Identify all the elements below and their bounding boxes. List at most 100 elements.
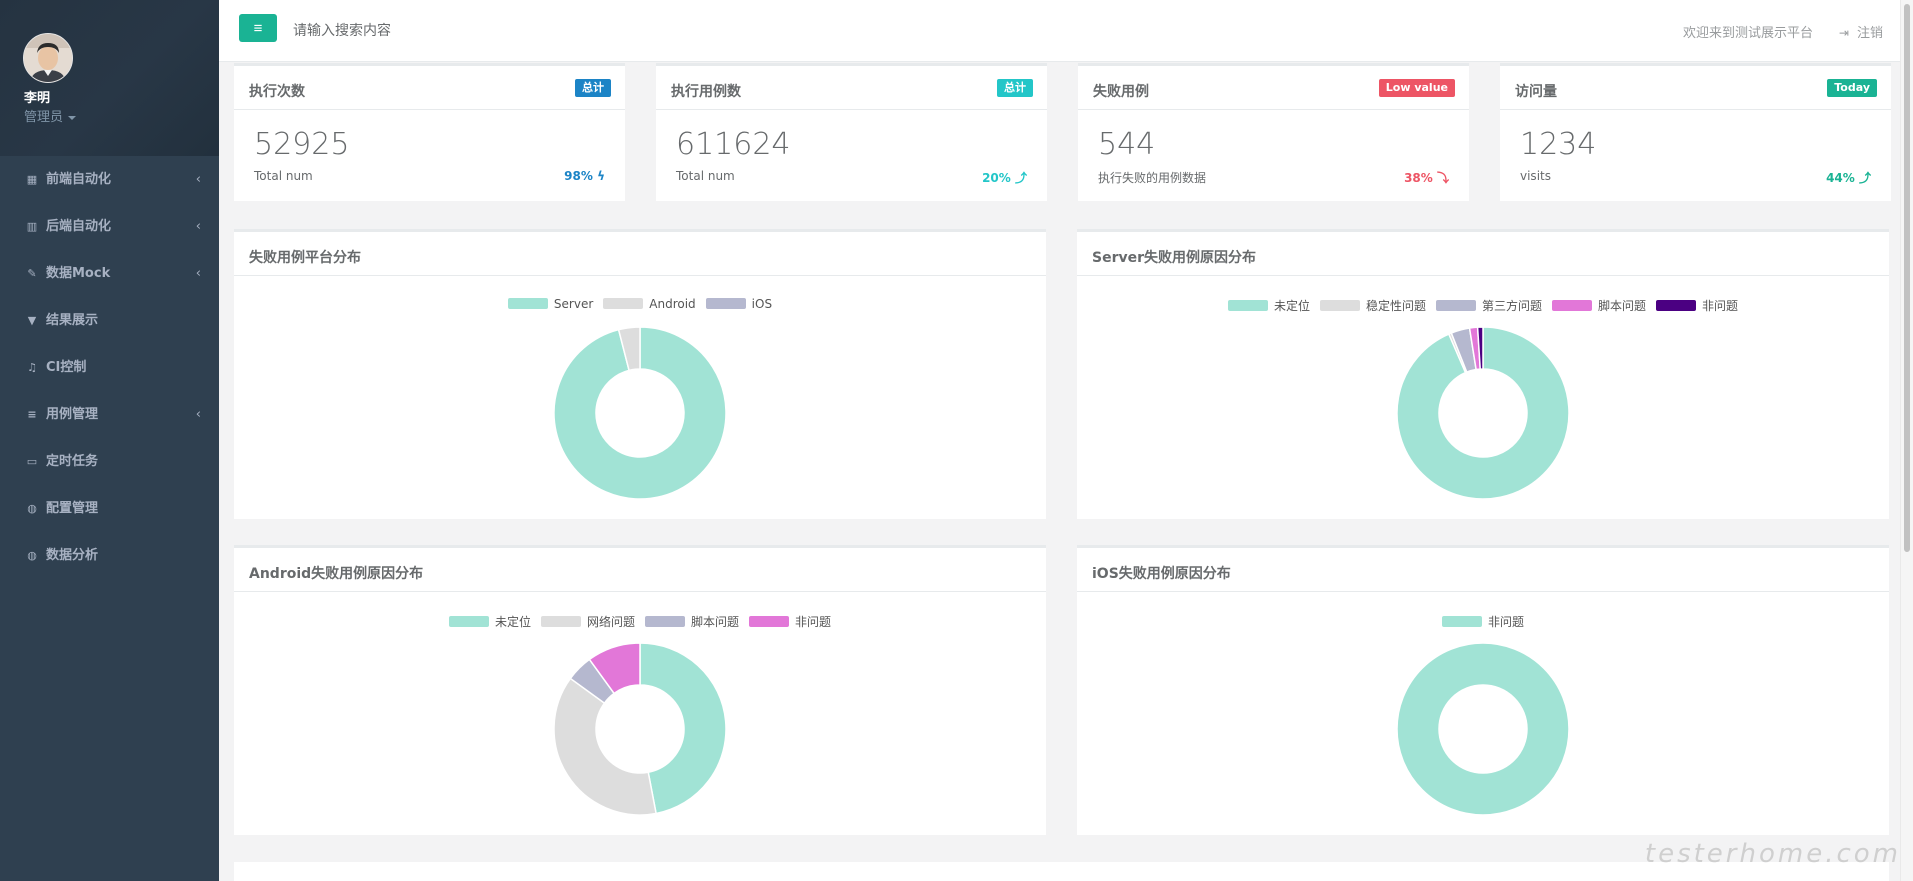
stat-caption: 执行失败的用例数据 [1098, 171, 1207, 185]
legend-item[interactable]: Android [603, 297, 696, 311]
globe-icon: ◍ [27, 502, 37, 515]
chevron-left-icon: ‹ [195, 172, 201, 187]
legend-swatch [1656, 300, 1697, 311]
legend-swatch [1441, 616, 1482, 627]
trend-icon: ⤴ [1014, 171, 1027, 185]
legend-item[interactable]: 稳定性问题 [1319, 297, 1426, 314]
grid-icon: ▦ [26, 173, 38, 186]
chart-header: Server失败用例原因分布 [1077, 229, 1889, 276]
sidebar: 李明 管理员 ▦ 前端自动化 ‹ ▥ 后端自动化 ‹ ✎ 数据Mock ‹ ▼ 结果展示 ♫ CI控制 ≡… [0, 0, 219, 881]
stat-title: 执行次数 [249, 84, 305, 100]
legend-swatch [507, 298, 548, 309]
chart-panel: iOS失败用例原因分布非问题 [1077, 545, 1889, 835]
legend-label: 非问题 [1487, 615, 1524, 629]
sidebar-item-label: CI控制 [46, 360, 87, 375]
sidebar-item-6[interactable]: ▭ 定时任务 [0, 438, 219, 485]
sidebar-item-label: 配置管理 [46, 501, 99, 516]
stat-box-header: 失败用例 Low value [1078, 63, 1469, 110]
chart-panel: Server失败用例原因分布未定位 稳定性问题 第三方问题 脚本问题 非问题 [1077, 229, 1889, 519]
filter-icon: ▼ [27, 314, 37, 327]
database-icon: ≡ [27, 408, 37, 421]
pie-slice[interactable] [1476, 326, 1484, 370]
chart-header: iOS失败用例原因分布 [1077, 545, 1889, 592]
donut-chart [1396, 642, 1570, 816]
legend-item[interactable]: Server [507, 297, 593, 311]
menu-toggle-button[interactable]: ≡ [239, 14, 277, 42]
welcome-message: 欢迎来到测试展示平台 [1682, 26, 1813, 41]
legend-swatch [1435, 300, 1476, 311]
legend-swatch [603, 298, 644, 309]
scrollbar-thumb[interactable] [1904, 4, 1910, 552]
profile-panel: 李明 管理员 [0, 0, 219, 156]
avatar[interactable] [23, 33, 73, 83]
user-role-dropdown[interactable]: 管理员 [24, 106, 77, 125]
sidebar-item-label: 数据Mock [46, 266, 111, 281]
pie-slice[interactable] [588, 642, 641, 695]
stat-badge: 总计 [997, 79, 1033, 97]
pie-slice[interactable] [553, 326, 727, 500]
logout-label: 注销 [1856, 26, 1883, 41]
pie-slice[interactable] [639, 642, 727, 815]
stat-box: 访问量 Today 1234 visits 44% ⤴ [1500, 63, 1891, 201]
edit-icon: ✎ [27, 267, 37, 280]
chart-legend: Server Android iOS [234, 297, 1046, 311]
caret-down-icon [68, 115, 77, 120]
legend-label: 网络问题 [586, 615, 635, 629]
legend-swatch [540, 616, 581, 627]
chart-header: Android失败用例原因分布 [234, 545, 1046, 592]
legend-label: 非问题 [795, 615, 832, 629]
chevron-left-icon: ‹ [195, 407, 201, 422]
pie-slice[interactable] [553, 677, 657, 816]
bar-chart-icon: ▥ [26, 220, 38, 233]
legend-item[interactable]: 第三方问题 [1435, 297, 1542, 314]
sidebar-item-label: 前端自动化 [46, 172, 112, 187]
pie-slice[interactable] [617, 326, 641, 372]
search-input[interactable] [291, 18, 595, 44]
sidebar-item-1[interactable]: ▥ 后端自动化 ‹ [0, 203, 219, 250]
donut-chart [553, 642, 727, 816]
stat-change: 98% ϟ [564, 169, 605, 183]
legend-label: Android [649, 297, 696, 311]
chevron-left-icon: ‹ [195, 219, 201, 234]
sidebar-item-5[interactable]: ≡ 用例管理 ‹ [0, 391, 219, 438]
legend-item[interactable]: 网络问题 [540, 613, 635, 630]
pie-slice[interactable] [1396, 642, 1570, 816]
sidebar-item-8[interactable]: ◍ 数据分析 [0, 532, 219, 579]
legend-swatch [1227, 300, 1268, 311]
stat-caption: Total num [676, 169, 735, 183]
logout-link[interactable]: ⇥ 注销 [1839, 22, 1883, 41]
trend-icon: ϟ [597, 169, 605, 183]
stat-change: 38% ⤵ [1404, 169, 1449, 186]
legend-item[interactable]: 脚本问题 [645, 613, 739, 630]
sidebar-item-0[interactable]: ▦ 前端自动化 ‹ [0, 156, 219, 203]
stat-change: 44% ⤴ [1826, 169, 1871, 186]
legend-item[interactable]: 未定位 [1227, 297, 1310, 314]
sidebar-item-2[interactable]: ✎ 数据Mock ‹ [0, 250, 219, 297]
legend-item[interactable]: 未定位 [448, 613, 531, 630]
chart-title: Server失败用例原因分布 [1092, 250, 1257, 266]
legend-item[interactable]: 非问题 [749, 613, 831, 630]
stat-box-header: 访问量 Today [1500, 63, 1891, 110]
sidebar-item-3[interactable]: ▼ 结果展示 [0, 297, 219, 344]
legend-item[interactable]: 非问题 [1656, 297, 1738, 314]
pie-slice[interactable] [1396, 326, 1570, 500]
legend-label: 第三方问题 [1481, 299, 1542, 313]
legend-item[interactable]: iOS [705, 297, 772, 311]
legend-swatch [705, 298, 746, 309]
stat-change-value: 20% [982, 171, 1011, 185]
stat-change-value: 38% [1404, 171, 1433, 185]
stat-value: 544 [1098, 127, 1156, 162]
sidebar-item-4[interactable]: ♫ CI控制 [0, 344, 219, 391]
legend-item[interactable]: 脚本问题 [1552, 297, 1646, 314]
stat-value: 611624 [676, 127, 791, 162]
desktop-icon: ▭ [26, 455, 38, 468]
chart-title: Android失败用例原因分布 [249, 566, 424, 582]
legend-item[interactable]: 非问题 [1441, 613, 1524, 630]
stat-box: 执行用例数 总计 611624 Total num 20% ⤴ [656, 63, 1047, 201]
next-panel-edge [234, 862, 1889, 881]
stat-title: 执行用例数 [671, 84, 741, 100]
stat-badge: Low value [1378, 79, 1455, 97]
sidebar-item-label: 数据分析 [46, 548, 99, 563]
page-scrollbar[interactable] [1900, 0, 1913, 881]
sidebar-item-7[interactable]: ◍ 配置管理 [0, 485, 219, 532]
